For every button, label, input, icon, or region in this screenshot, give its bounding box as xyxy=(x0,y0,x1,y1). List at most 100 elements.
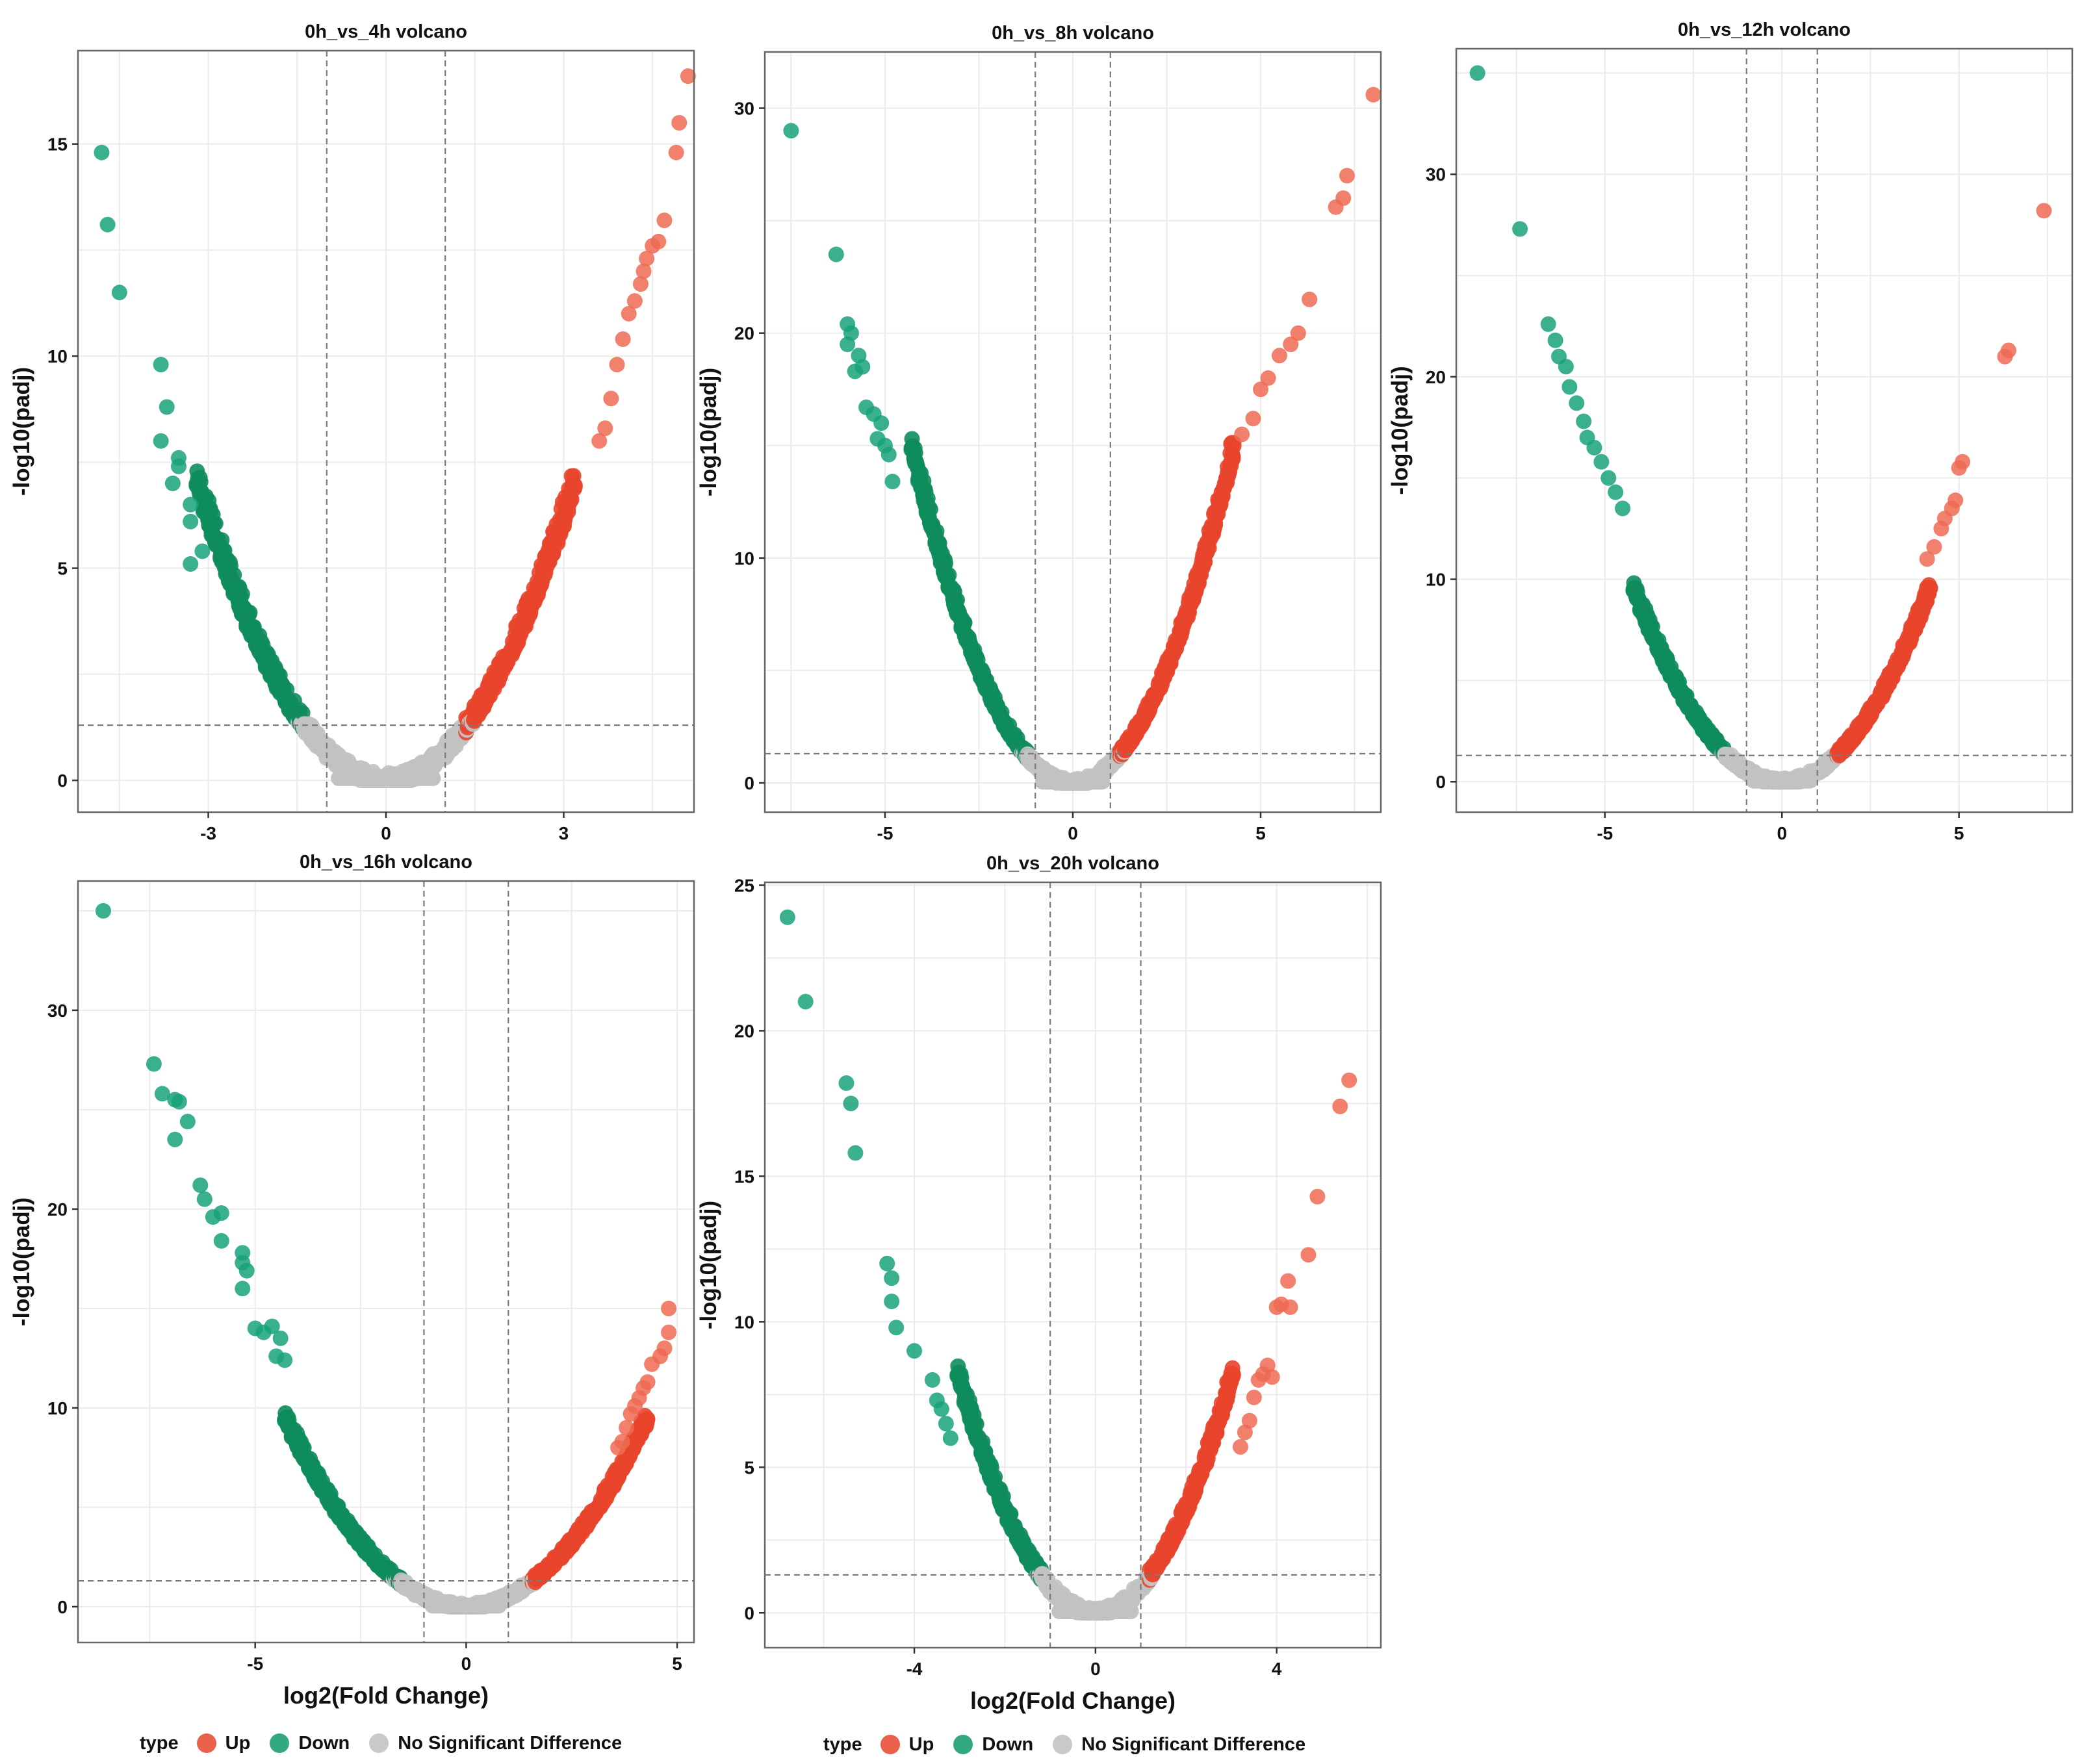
data-point-down xyxy=(194,543,210,559)
y-axis-label: -log10(padj) xyxy=(9,1197,34,1326)
data-point-up xyxy=(669,145,684,160)
x-tick-label: 3 xyxy=(559,823,569,843)
data-point-up xyxy=(610,357,625,372)
y-axis-label: -log10(padj) xyxy=(9,367,34,496)
data-point-down xyxy=(214,1205,229,1221)
data-point-down xyxy=(100,217,116,233)
panel-title: 0h_vs_12h volcano xyxy=(1678,19,1851,40)
data-point-down xyxy=(847,364,863,379)
y-axis-label: -log10(padj) xyxy=(1387,366,1413,494)
data-point-up xyxy=(2001,342,2016,358)
data-point-down xyxy=(235,1281,250,1296)
y-axis-label: -log10(padj) xyxy=(696,368,721,496)
data-point-down xyxy=(277,1352,292,1368)
x-tick-label: 0 xyxy=(1068,823,1078,843)
plot-background xyxy=(78,881,694,1643)
data-point-down xyxy=(885,474,901,489)
data-point-cloud xyxy=(923,502,938,517)
x-tick-label: 0 xyxy=(1777,823,1787,843)
data-point-grey xyxy=(491,1598,507,1613)
data-point-up xyxy=(1245,411,1261,426)
x-tick-label: 0 xyxy=(381,823,391,843)
data-point-down xyxy=(1586,440,1602,455)
data-point-down xyxy=(183,514,198,530)
y-tick-label: 0 xyxy=(744,773,754,793)
panel-title: 0h_vs_8h volcano xyxy=(992,23,1154,44)
y-tick-label: 0 xyxy=(57,1597,68,1617)
data-point-down xyxy=(153,433,169,449)
data-point-down xyxy=(1600,470,1616,486)
y-tick-label: 5 xyxy=(57,559,68,579)
data-point-down xyxy=(783,123,799,138)
data-point-up xyxy=(615,331,631,347)
y-tick-label: 10 xyxy=(734,548,754,569)
y-tick-label: 20 xyxy=(734,324,754,344)
data-point-up xyxy=(640,1374,656,1390)
y-tick-label: 20 xyxy=(1426,367,1446,387)
x-tick-label: -5 xyxy=(1597,823,1613,843)
data-point-down xyxy=(239,1263,255,1279)
y-tick-label: 30 xyxy=(1426,164,1446,185)
data-point-down xyxy=(1562,379,1577,394)
x-axis-label: log2(Fold Change) xyxy=(283,1682,489,1709)
y-tick-label: 10 xyxy=(47,346,68,366)
data-point-up xyxy=(656,212,672,228)
data-point-down xyxy=(1576,413,1591,429)
data-point-down xyxy=(1558,359,1574,374)
data-point-down xyxy=(167,1132,183,1147)
x-tick-label: -5 xyxy=(247,1654,263,1674)
data-point-cloud xyxy=(567,478,583,493)
y-tick-label: 0 xyxy=(1435,772,1446,792)
x-tick-label: -3 xyxy=(200,823,216,843)
x-tick-label: 0 xyxy=(461,1654,472,1674)
y-tick-label: 10 xyxy=(1426,570,1446,590)
data-point-up xyxy=(1927,539,1942,555)
data-point-down xyxy=(112,285,127,300)
data-point-up xyxy=(619,1420,634,1436)
y-tick-label: 30 xyxy=(47,1001,68,1021)
data-point-up xyxy=(650,234,666,249)
data-point-down xyxy=(1470,65,1485,81)
data-point-grey xyxy=(1094,774,1110,789)
data-point-down xyxy=(171,459,186,474)
data-point-down xyxy=(96,903,111,919)
panel-title: 0h_vs_4h volcano xyxy=(305,21,467,42)
data-point-down xyxy=(1512,221,1528,236)
x-tick-label: 5 xyxy=(672,1654,682,1674)
data-point-cloud xyxy=(208,516,224,531)
data-point-cloud xyxy=(242,605,257,620)
data-point-down xyxy=(172,1094,187,1110)
data-point-down xyxy=(1569,395,1584,411)
plot-background xyxy=(1456,49,2072,812)
data-point-up xyxy=(603,390,619,406)
data-point-cloud xyxy=(639,1411,655,1427)
data-point-down xyxy=(1593,454,1609,470)
data-point-down xyxy=(1608,485,1623,500)
data-point-down xyxy=(214,1233,229,1249)
data-point-up xyxy=(1947,492,1963,508)
y-tick-label: 15 xyxy=(47,134,68,155)
x-tick-label: -5 xyxy=(877,823,893,843)
data-point-up xyxy=(2036,203,2051,218)
data-point-up xyxy=(597,420,613,436)
data-point-up xyxy=(1291,326,1306,341)
data-point-down xyxy=(153,357,169,372)
x-tick-label: 5 xyxy=(1255,823,1266,843)
data-point-down xyxy=(873,415,889,431)
data-point-up xyxy=(671,115,687,131)
data-point-down xyxy=(881,447,897,463)
data-point-up xyxy=(1339,168,1355,183)
data-point-up xyxy=(661,1325,676,1340)
data-point-down xyxy=(840,337,855,352)
y-tick-label: 10 xyxy=(47,1398,68,1418)
data-point-down xyxy=(159,399,175,415)
data-point-down xyxy=(1548,333,1563,348)
data-point-down xyxy=(183,497,198,513)
data-point-down xyxy=(197,1192,212,1207)
data-point-up xyxy=(1234,426,1250,442)
